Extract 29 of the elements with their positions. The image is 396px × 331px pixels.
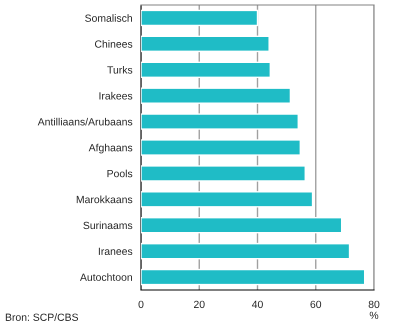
x-tick-label: 60 bbox=[310, 300, 322, 308]
y-tick-label: Autochtoon bbox=[80, 273, 132, 281]
bar bbox=[141, 62, 272, 78]
y-tick-label: Turks bbox=[107, 66, 132, 74]
bar bbox=[141, 191, 314, 208]
bar bbox=[141, 139, 302, 156]
bar bbox=[141, 165, 306, 182]
x-tick-label: 80 bbox=[368, 300, 380, 308]
bar bbox=[141, 36, 270, 52]
x-axis-title: % bbox=[370, 312, 378, 319]
x-tick-label: 40 bbox=[252, 300, 263, 308]
bar bbox=[141, 113, 299, 130]
y-tick-label: Surinaams bbox=[83, 221, 132, 230]
bar bbox=[141, 87, 292, 104]
y-tick-label: Iranees bbox=[98, 248, 132, 256]
y-tick-label: Somalisch bbox=[85, 14, 132, 22]
bar bbox=[141, 10, 258, 26]
x-tick-label: 0 bbox=[138, 300, 144, 308]
y-tick-label: Afghaans bbox=[88, 144, 132, 154]
y-tick-label: Irakees bbox=[99, 92, 132, 100]
y-tick-label: Antilliaans/Arubaans bbox=[38, 118, 132, 126]
y-tick-label: Chinees bbox=[94, 40, 132, 48]
bar bbox=[141, 217, 342, 234]
y-tick-label: Pools bbox=[107, 170, 132, 178]
x-tick-label: 20 bbox=[194, 300, 205, 308]
y-tick-label: Marokkaans bbox=[76, 196, 132, 204]
bar bbox=[141, 268, 366, 286]
text: Bron: SCP/CBS bbox=[6, 313, 78, 321]
bar bbox=[141, 242, 350, 260]
